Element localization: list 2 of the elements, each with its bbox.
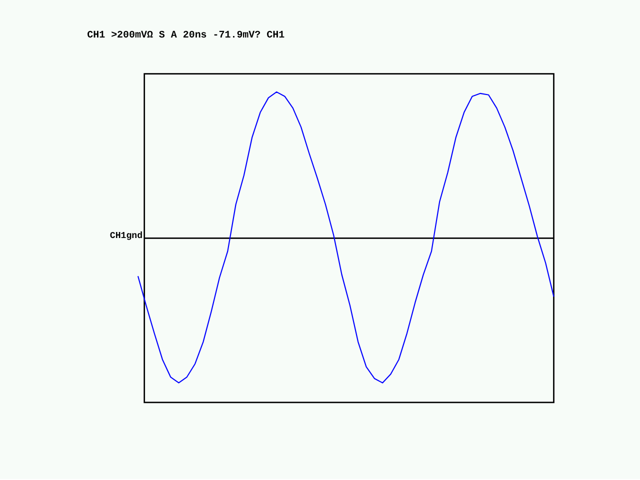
text: CH1gnd bbox=[110, 230, 143, 242]
chart-title: CH1 >200mVΩ S A 20ns -71.9mV? CH1 bbox=[87, 30, 285, 41]
